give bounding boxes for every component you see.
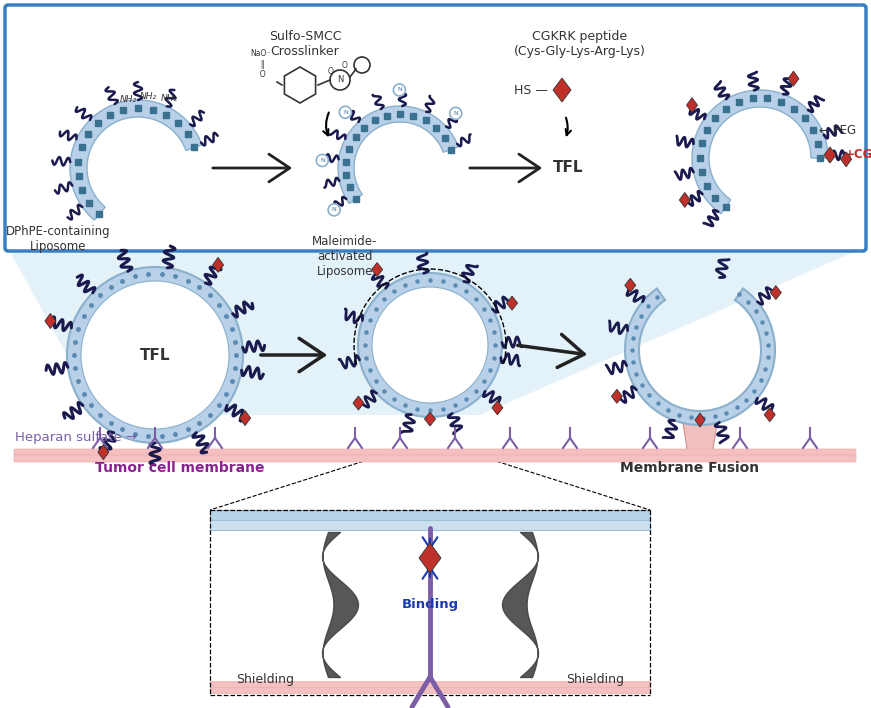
Text: Binding: Binding xyxy=(402,598,458,611)
Text: NaO⁻
  ‖
  O: NaO⁻ ‖ O xyxy=(250,49,270,79)
Text: N: N xyxy=(397,87,402,93)
Text: Heparan sulfate →: Heparan sulfate → xyxy=(15,431,137,445)
Circle shape xyxy=(394,84,405,96)
Text: N: N xyxy=(454,111,458,116)
Polygon shape xyxy=(692,90,828,214)
Text: Shielding: Shielding xyxy=(236,673,294,686)
Text: O: O xyxy=(342,61,348,70)
Text: N: N xyxy=(332,207,336,212)
FancyBboxPatch shape xyxy=(14,455,856,462)
Text: TFL: TFL xyxy=(553,161,584,176)
Circle shape xyxy=(328,204,340,216)
Text: O: O xyxy=(328,67,334,76)
Text: Shielding: Shielding xyxy=(566,673,624,686)
Text: NH₂: NH₂ xyxy=(160,94,178,103)
FancyBboxPatch shape xyxy=(210,510,650,695)
Text: N: N xyxy=(320,158,325,163)
Text: Membrane Fusion: Membrane Fusion xyxy=(620,461,760,475)
Polygon shape xyxy=(695,413,705,427)
Polygon shape xyxy=(338,106,458,204)
Text: N: N xyxy=(337,76,343,84)
Text: HS —: HS — xyxy=(514,84,548,96)
Polygon shape xyxy=(788,71,799,86)
Text: NH₂: NH₂ xyxy=(119,95,137,104)
Circle shape xyxy=(358,273,502,417)
Polygon shape xyxy=(419,543,441,573)
FancyBboxPatch shape xyxy=(210,687,650,693)
Text: ← PEG: ← PEG xyxy=(819,123,856,137)
Text: Sulfo-SMCC
Crosslinker: Sulfo-SMCC Crosslinker xyxy=(269,30,341,58)
Circle shape xyxy=(372,287,488,403)
Polygon shape xyxy=(240,411,251,426)
FancyBboxPatch shape xyxy=(210,681,650,687)
Text: Tumor cell membrane: Tumor cell membrane xyxy=(95,461,265,475)
Polygon shape xyxy=(679,193,691,207)
Circle shape xyxy=(81,281,229,429)
Polygon shape xyxy=(764,408,775,422)
Text: Maleimide-
activated
Liposome: Maleimide- activated Liposome xyxy=(313,235,378,278)
Polygon shape xyxy=(424,412,436,426)
FancyBboxPatch shape xyxy=(210,520,650,530)
Polygon shape xyxy=(824,147,836,163)
Polygon shape xyxy=(682,417,718,455)
Polygon shape xyxy=(625,278,636,292)
Polygon shape xyxy=(686,98,698,113)
FancyBboxPatch shape xyxy=(5,5,866,251)
Text: TFL: TFL xyxy=(139,348,170,362)
Text: DPhPE-containing
Liposome: DPhPE-containing Liposome xyxy=(6,225,111,253)
Circle shape xyxy=(67,267,243,443)
Text: NH₂: NH₂ xyxy=(139,91,157,101)
Text: +CGKRK: +CGKRK xyxy=(845,149,871,161)
Polygon shape xyxy=(353,396,364,410)
Polygon shape xyxy=(70,100,202,220)
Polygon shape xyxy=(770,285,781,299)
Polygon shape xyxy=(98,445,109,459)
Polygon shape xyxy=(372,263,382,277)
Text: N: N xyxy=(343,110,348,115)
Polygon shape xyxy=(45,314,56,329)
Polygon shape xyxy=(492,401,503,415)
Circle shape xyxy=(316,154,328,166)
Polygon shape xyxy=(625,289,775,425)
Polygon shape xyxy=(841,152,852,167)
Polygon shape xyxy=(611,389,623,404)
FancyBboxPatch shape xyxy=(14,449,856,456)
Circle shape xyxy=(340,106,351,118)
Circle shape xyxy=(449,108,462,120)
Polygon shape xyxy=(553,78,571,102)
Polygon shape xyxy=(507,296,517,310)
Polygon shape xyxy=(213,258,224,273)
FancyBboxPatch shape xyxy=(210,510,650,520)
Polygon shape xyxy=(8,248,863,415)
Text: CGKRK peptide
(Cys-Gly-Lys-Arg-Lys): CGKRK peptide (Cys-Gly-Lys-Arg-Lys) xyxy=(514,30,646,58)
